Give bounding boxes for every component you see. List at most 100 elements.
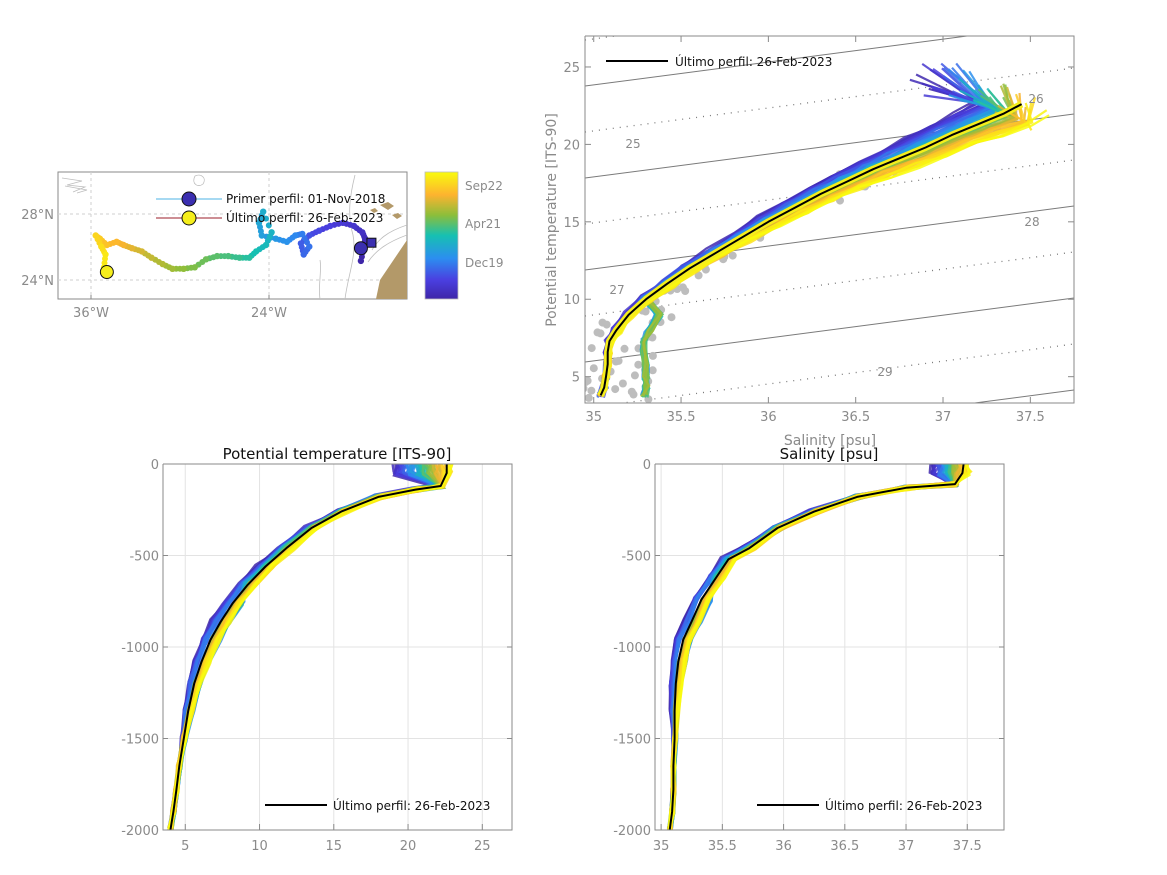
isopycnal-label: 25 bbox=[625, 137, 640, 151]
ts-grey-point bbox=[611, 357, 620, 366]
sal-ytick-label: -2000 bbox=[613, 824, 651, 839]
temperature-profile-panel: 5 10 15 20 25 0 -500 -1000 -1500 -2000 Potential … bbox=[121, 445, 513, 854]
track-point bbox=[260, 208, 267, 215]
ts-top-gap bbox=[873, 33, 901, 41]
sal-ticks: 35 35.5 36 36.5 37 37.5 0 -500 -1000 -1500 -2000 bbox=[613, 458, 1004, 854]
float-track bbox=[92, 208, 377, 280]
ts-grey-point bbox=[648, 351, 657, 360]
isopycnal-line bbox=[585, 36, 621, 41]
temp-ytick-label: -2000 bbox=[121, 824, 159, 839]
track-point bbox=[272, 235, 279, 242]
ts-grey-point bbox=[648, 366, 657, 375]
land-canary-islands bbox=[370, 202, 402, 219]
ts-xtick-label: 37 bbox=[935, 410, 952, 425]
sal-xtick-label: 37 bbox=[898, 839, 915, 854]
ts-grey-point bbox=[589, 364, 598, 373]
ts-grey-point bbox=[587, 344, 596, 353]
land-africa bbox=[376, 240, 407, 299]
ts-grey-point bbox=[627, 387, 636, 396]
sal-last-profile-line bbox=[668, 464, 965, 830]
ts-grey-point bbox=[585, 384, 588, 393]
isopycnal-label: 27 bbox=[609, 283, 624, 297]
colorbar-tick-label: Dec19 bbox=[465, 256, 504, 270]
map-panel: Primer perfil: 01-Nov-2018 Último perfil… bbox=[21, 171, 504, 321]
ts-grey-point bbox=[598, 318, 607, 327]
temp-xtick-label: 15 bbox=[326, 839, 343, 854]
sal-xtick-label: 37.5 bbox=[953, 839, 982, 854]
ts-xlabel: Salinity [psu] bbox=[784, 433, 876, 449]
ts-xtick-label: 36.5 bbox=[841, 410, 870, 425]
ts-legend-label: Último perfil: 26-Feb-2023 bbox=[675, 54, 832, 69]
temp-legend-label: Último perfil: 26-Feb-2023 bbox=[333, 798, 490, 813]
ts-grey-point bbox=[587, 386, 596, 395]
ts-last-profile-line bbox=[599, 103, 1023, 396]
ts-grey-point bbox=[644, 395, 653, 403]
isopycnal-line bbox=[585, 297, 1074, 363]
ts-grey-point bbox=[620, 344, 629, 353]
sal-ytick-label: -1000 bbox=[613, 641, 651, 656]
temp-ytick-label: 0 bbox=[151, 458, 159, 473]
colorbar-tick-label: Apr21 bbox=[465, 217, 501, 231]
ts-grey-point bbox=[634, 360, 643, 369]
temp-ytick-label: -1500 bbox=[121, 733, 159, 748]
isopycnal-label: 29 bbox=[877, 365, 892, 379]
map-xtick-label: 24°W bbox=[251, 306, 287, 321]
isopycnal-line bbox=[585, 36, 971, 87]
sal-ytick-label: -500 bbox=[621, 550, 651, 565]
sal-ytick-label: 0 bbox=[643, 458, 651, 473]
ts-grey-point bbox=[630, 371, 639, 380]
temp-last-profile-line bbox=[169, 464, 448, 830]
temp-profile bbox=[167, 464, 454, 830]
map-xtick-label: 36°W bbox=[73, 306, 109, 321]
ts-ytick-label: 15 bbox=[563, 216, 580, 231]
ts-axes-bg bbox=[585, 36, 1074, 403]
sal-title: Salinity [psu] bbox=[780, 445, 879, 463]
ts-grey-point bbox=[618, 379, 627, 388]
ts-diagram-panel: 25 26 27 28 29 35 35.5 36 36.5 37 37.5 5 10 15 20… bbox=[544, 33, 1075, 449]
isopycnal-line bbox=[970, 389, 1074, 403]
sal-xtick-label: 35 bbox=[653, 839, 670, 854]
last-profile-marker bbox=[99, 265, 114, 280]
temp-xtick-label: 5 bbox=[181, 839, 189, 854]
ts-xtick-label: 37.5 bbox=[1016, 410, 1045, 425]
map-legend: Primer perfil: 01-Nov-2018 Último perfil… bbox=[156, 191, 385, 226]
legend-label-last: Último perfil: 26-Feb-2023 bbox=[226, 210, 383, 225]
ts-xtick-label: 35.5 bbox=[667, 410, 696, 425]
map-ytick-label: 28°N bbox=[21, 208, 54, 223]
temp-xtick-label: 20 bbox=[400, 839, 417, 854]
legend-label-first: Primer perfil: 01-Nov-2018 bbox=[226, 192, 385, 206]
legend-marker-last bbox=[181, 210, 197, 226]
colorbar-tick-label: Sep22 bbox=[465, 179, 503, 193]
ts-grey-point bbox=[585, 376, 592, 385]
temp-xtick-label: 25 bbox=[474, 839, 491, 854]
ts-grey-point bbox=[585, 393, 593, 402]
sal-legend-label: Último perfil: 26-Feb-2023 bbox=[825, 798, 982, 813]
track-point bbox=[263, 215, 269, 222]
temp-xtick-label: 10 bbox=[251, 839, 268, 854]
ts-grey-point bbox=[576, 398, 584, 406]
map-ytick-label: 24°N bbox=[21, 274, 54, 289]
ts-grey-point bbox=[728, 251, 737, 260]
temp-ytick-label: -500 bbox=[129, 550, 159, 565]
sal-xtick-label: 36.5 bbox=[830, 839, 859, 854]
ts-grey-point bbox=[593, 328, 602, 337]
legend-marker-first bbox=[181, 191, 197, 207]
ts-xtick-label: 36 bbox=[760, 410, 777, 425]
temp-ticks: 5 10 15 20 25 0 -500 -1000 -1500 -2000 bbox=[121, 458, 512, 854]
ts-axes-box bbox=[584, 35, 1075, 404]
ts-grey-point bbox=[611, 385, 620, 394]
ts-grey-point bbox=[681, 287, 690, 295]
isopycnal-label: 28 bbox=[1024, 215, 1039, 229]
temp-title: Potential temperature [ITS-90] bbox=[223, 445, 452, 463]
salinity-profile-panel: 35 35.5 36 36.5 37 37.5 0 -500 -1000 -1500 -2000 S… bbox=[613, 445, 1005, 854]
ts-grey-point bbox=[667, 313, 676, 322]
track-point bbox=[265, 222, 272, 229]
ts-ytick-label: 10 bbox=[563, 293, 580, 308]
ts-ylabel: Potential temperature [ITS-90] bbox=[544, 113, 560, 327]
ts-xtick-label: 35 bbox=[585, 410, 602, 425]
ts-ytick-label: 25 bbox=[563, 61, 580, 76]
isopycnal-label: 26 bbox=[1028, 92, 1043, 106]
sal-xtick-label: 36 bbox=[775, 839, 792, 854]
ts-ytick-label: 20 bbox=[563, 138, 580, 153]
